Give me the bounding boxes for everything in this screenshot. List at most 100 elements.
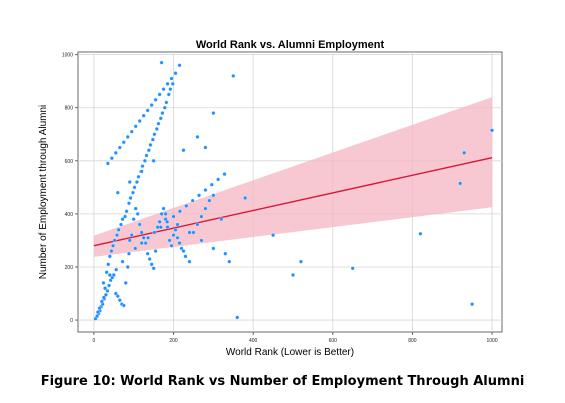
data-point bbox=[148, 142, 153, 147]
data-point bbox=[101, 280, 106, 285]
data-point bbox=[135, 211, 140, 216]
data-point bbox=[117, 298, 122, 303]
data-point bbox=[121, 303, 126, 308]
data-point bbox=[211, 111, 216, 115]
data-point bbox=[134, 180, 139, 184]
regression-line bbox=[93, 156, 493, 247]
data-point bbox=[129, 233, 134, 238]
data-point bbox=[166, 92, 171, 97]
data-point bbox=[152, 132, 157, 137]
data-point bbox=[111, 243, 115, 248]
data-point bbox=[107, 283, 112, 288]
y-tick-label: 0 bbox=[70, 318, 73, 324]
data-point bbox=[161, 206, 166, 211]
data-point bbox=[207, 198, 212, 203]
data-point bbox=[105, 288, 110, 293]
data-point bbox=[350, 266, 355, 271]
data-point bbox=[129, 129, 134, 134]
data-point bbox=[181, 148, 186, 153]
data-point bbox=[203, 145, 208, 150]
data-point bbox=[211, 246, 216, 251]
data-point bbox=[139, 169, 144, 174]
data-point bbox=[216, 177, 221, 182]
data-point bbox=[203, 188, 208, 192]
data-point bbox=[124, 209, 129, 214]
data-point bbox=[158, 116, 163, 121]
data-point bbox=[133, 124, 138, 129]
data-point bbox=[159, 60, 164, 65]
data-point bbox=[209, 182, 214, 187]
data-point bbox=[149, 103, 154, 108]
data-points bbox=[93, 60, 494, 321]
data-point bbox=[133, 206, 138, 211]
data-point bbox=[95, 310, 100, 315]
data-point bbox=[141, 113, 146, 118]
data-point bbox=[490, 128, 494, 133]
data-point bbox=[179, 246, 184, 251]
y-tick-labels: 0 200 400 600 800 1000 bbox=[62, 53, 78, 324]
data-point bbox=[165, 225, 170, 230]
data-point bbox=[125, 265, 130, 269]
y-axis-label: Number of Employment through Alumni bbox=[38, 105, 49, 280]
data-point bbox=[109, 156, 114, 161]
y-tick-label: 1000 bbox=[62, 53, 73, 59]
data-point bbox=[119, 222, 123, 227]
data-point bbox=[153, 97, 158, 102]
data-point bbox=[154, 127, 159, 131]
data-point bbox=[298, 259, 303, 264]
data-point bbox=[177, 209, 182, 214]
data-point bbox=[152, 230, 157, 235]
data-point bbox=[157, 219, 162, 224]
data-point bbox=[115, 233, 119, 238]
data-point bbox=[168, 87, 173, 92]
data-point bbox=[125, 134, 130, 139]
data-point bbox=[470, 302, 475, 307]
data-point bbox=[191, 230, 196, 235]
data-point bbox=[190, 198, 195, 203]
y-tick-label: 400 bbox=[65, 212, 74, 218]
data-point bbox=[158, 225, 163, 230]
data-point bbox=[133, 246, 138, 251]
data-point bbox=[131, 217, 136, 222]
data-point bbox=[115, 190, 120, 195]
data-point bbox=[109, 249, 114, 254]
data-point bbox=[171, 233, 176, 238]
data-point bbox=[161, 87, 166, 92]
data-point bbox=[136, 174, 141, 179]
x-tick-label: 1000 bbox=[486, 338, 497, 344]
data-point bbox=[169, 243, 174, 248]
data-point bbox=[211, 193, 216, 198]
data-point bbox=[104, 270, 109, 275]
data-point bbox=[156, 121, 161, 126]
data-point bbox=[418, 231, 423, 236]
data-point bbox=[107, 272, 112, 277]
data-point bbox=[115, 294, 120, 299]
confidence-band bbox=[93, 97, 493, 257]
data-point bbox=[139, 230, 144, 235]
x-tick-label: 800 bbox=[408, 338, 417, 344]
x-tick-label: 600 bbox=[329, 338, 338, 344]
data-point bbox=[146, 148, 151, 153]
data-point bbox=[114, 267, 119, 272]
data-point bbox=[121, 140, 126, 145]
data-point bbox=[187, 259, 192, 264]
data-point bbox=[222, 172, 227, 177]
data-point bbox=[171, 214, 176, 219]
data-point bbox=[123, 214, 127, 219]
data-point bbox=[140, 164, 145, 169]
data-point bbox=[128, 196, 133, 200]
data-point bbox=[103, 286, 108, 291]
data-point bbox=[130, 190, 135, 195]
data-point bbox=[97, 306, 102, 311]
data-point bbox=[153, 249, 158, 254]
data-point bbox=[145, 108, 150, 113]
data-point bbox=[120, 217, 125, 222]
data-point bbox=[195, 222, 200, 227]
x-axis-label: World Rank (Lower is Better) bbox=[226, 347, 354, 358]
data-point bbox=[105, 161, 110, 166]
data-point bbox=[199, 214, 204, 219]
chart-title: World Rank vs. Alumni Employment bbox=[196, 39, 385, 51]
data-point bbox=[146, 235, 151, 240]
data-point bbox=[160, 111, 165, 115]
